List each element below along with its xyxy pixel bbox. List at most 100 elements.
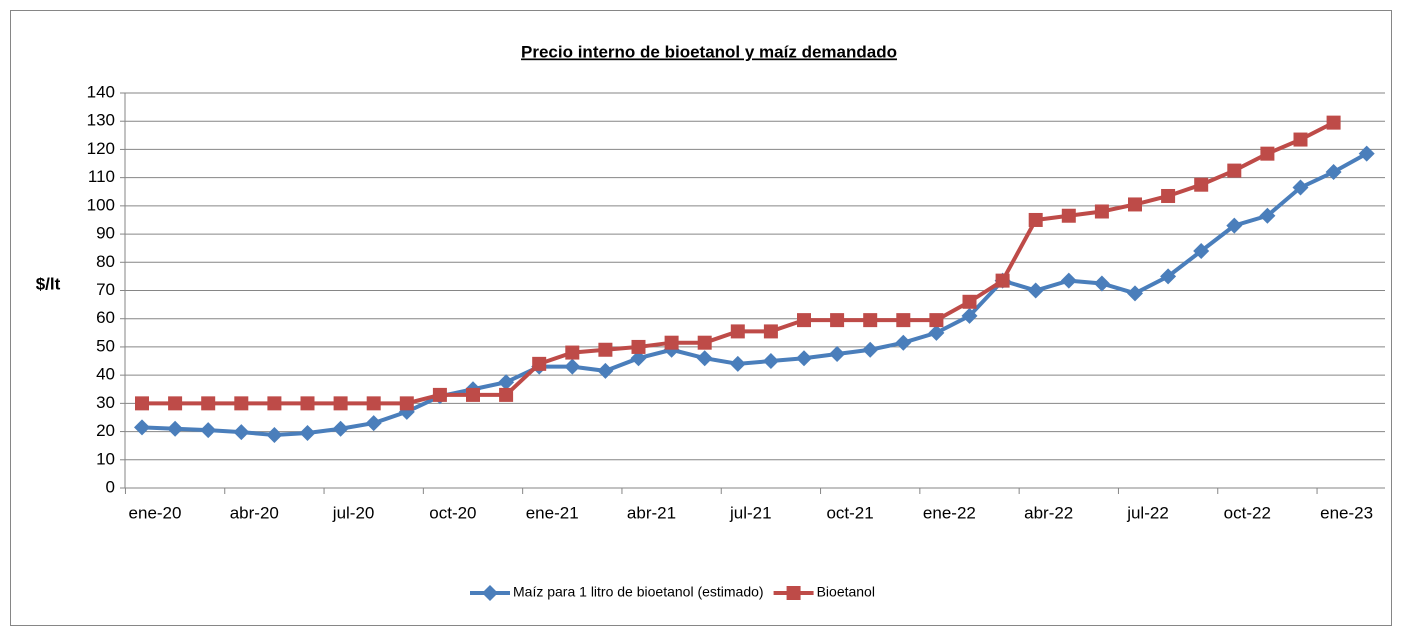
marker bbox=[796, 350, 812, 367]
marker bbox=[1292, 179, 1309, 196]
y-tick-label: 90 bbox=[96, 224, 115, 243]
marker bbox=[135, 396, 149, 411]
legend-marker bbox=[482, 585, 498, 601]
marker bbox=[532, 356, 547, 371]
marker bbox=[1259, 207, 1276, 224]
marker bbox=[763, 324, 778, 339]
marker bbox=[168, 396, 183, 411]
marker bbox=[565, 345, 580, 360]
marker bbox=[1325, 164, 1342, 180]
x-tick-label: ene-20 bbox=[129, 503, 182, 522]
x-tick-label: abr-20 bbox=[230, 503, 279, 522]
x-tick-label: oct-20 bbox=[429, 503, 476, 522]
marker bbox=[200, 422, 217, 439]
marker bbox=[498, 374, 515, 391]
marker bbox=[929, 313, 944, 328]
marker bbox=[499, 387, 514, 402]
marker bbox=[1128, 197, 1142, 212]
marker bbox=[1160, 268, 1177, 285]
y-tick-label: 40 bbox=[96, 365, 115, 384]
x-tick-label: jul-22 bbox=[1126, 503, 1169, 522]
legend-label: Maíz para 1 litro de bioetanol (estimado… bbox=[513, 584, 764, 600]
marker bbox=[1227, 163, 1242, 178]
marker bbox=[1293, 132, 1308, 147]
marker bbox=[697, 335, 712, 350]
marker bbox=[696, 350, 713, 367]
marker bbox=[1094, 204, 1109, 219]
y-axis-label: $/lt bbox=[36, 274, 61, 293]
x-tick-label: jul-21 bbox=[729, 503, 772, 522]
marker bbox=[1226, 217, 1243, 234]
marker bbox=[201, 396, 216, 411]
y-tick-label: 10 bbox=[96, 449, 115, 468]
marker bbox=[1260, 146, 1275, 161]
marker bbox=[1061, 208, 1076, 223]
x-tick-label: abr-21 bbox=[627, 503, 676, 522]
y-tick-label: 100 bbox=[87, 195, 115, 214]
marker bbox=[631, 339, 646, 354]
marker bbox=[1161, 188, 1176, 203]
marker bbox=[896, 313, 911, 328]
marker bbox=[333, 396, 348, 411]
marker bbox=[895, 334, 912, 351]
marker bbox=[299, 424, 316, 441]
marker bbox=[267, 396, 282, 411]
marker bbox=[233, 424, 250, 441]
x-tick-label: jul-20 bbox=[332, 503, 375, 522]
marker bbox=[598, 342, 613, 357]
y-tick-label: 110 bbox=[88, 167, 115, 186]
y-tick-label: 70 bbox=[96, 280, 115, 299]
chart-border bbox=[10, 10, 1392, 626]
marker bbox=[862, 341, 879, 358]
marker bbox=[432, 387, 447, 402]
marker bbox=[1093, 275, 1110, 292]
marker bbox=[399, 396, 414, 411]
marker bbox=[961, 307, 978, 324]
marker bbox=[730, 324, 745, 339]
marker bbox=[829, 345, 846, 362]
marker bbox=[797, 313, 811, 328]
legend-marker bbox=[786, 586, 801, 600]
marker bbox=[564, 358, 581, 375]
x-tick-label: ene-23 bbox=[1320, 503, 1373, 522]
y-tick-label: 60 bbox=[96, 308, 115, 327]
marker bbox=[1358, 145, 1375, 162]
marker bbox=[1193, 243, 1210, 259]
marker bbox=[830, 313, 845, 328]
y-tick-label: 20 bbox=[96, 421, 115, 440]
marker bbox=[863, 313, 878, 328]
marker bbox=[266, 426, 283, 443]
legend-label: Bioetanol bbox=[817, 584, 875, 600]
marker bbox=[167, 420, 184, 437]
marker bbox=[729, 355, 746, 372]
marker bbox=[134, 419, 150, 436]
marker bbox=[1027, 282, 1044, 299]
marker bbox=[1194, 177, 1209, 192]
marker bbox=[1028, 212, 1043, 227]
y-tick-label: 30 bbox=[96, 393, 115, 412]
y-tick-label: 140 bbox=[87, 82, 115, 101]
x-tick-label: ene-21 bbox=[526, 503, 579, 522]
marker bbox=[1127, 285, 1143, 302]
marker bbox=[597, 362, 614, 379]
marker bbox=[1060, 272, 1077, 289]
marker bbox=[995, 273, 1010, 288]
y-tick-label: 130 bbox=[87, 111, 115, 130]
marker bbox=[664, 335, 679, 350]
y-tick-label: 50 bbox=[96, 336, 115, 355]
chart-title: Precio interno de bioetanol y maíz deman… bbox=[521, 42, 897, 61]
marker bbox=[234, 396, 249, 411]
marker bbox=[630, 350, 647, 367]
marker bbox=[1326, 115, 1341, 130]
marker bbox=[366, 396, 381, 411]
marker bbox=[466, 387, 480, 402]
y-tick-label: 120 bbox=[87, 139, 115, 158]
y-tick-label: 0 bbox=[106, 477, 115, 496]
marker bbox=[332, 420, 349, 437]
x-tick-label: ene-22 bbox=[923, 503, 976, 522]
marker bbox=[928, 324, 945, 341]
x-tick-label: oct-22 bbox=[1224, 503, 1271, 522]
marker bbox=[300, 396, 315, 411]
y-tick-label: 80 bbox=[96, 252, 115, 271]
